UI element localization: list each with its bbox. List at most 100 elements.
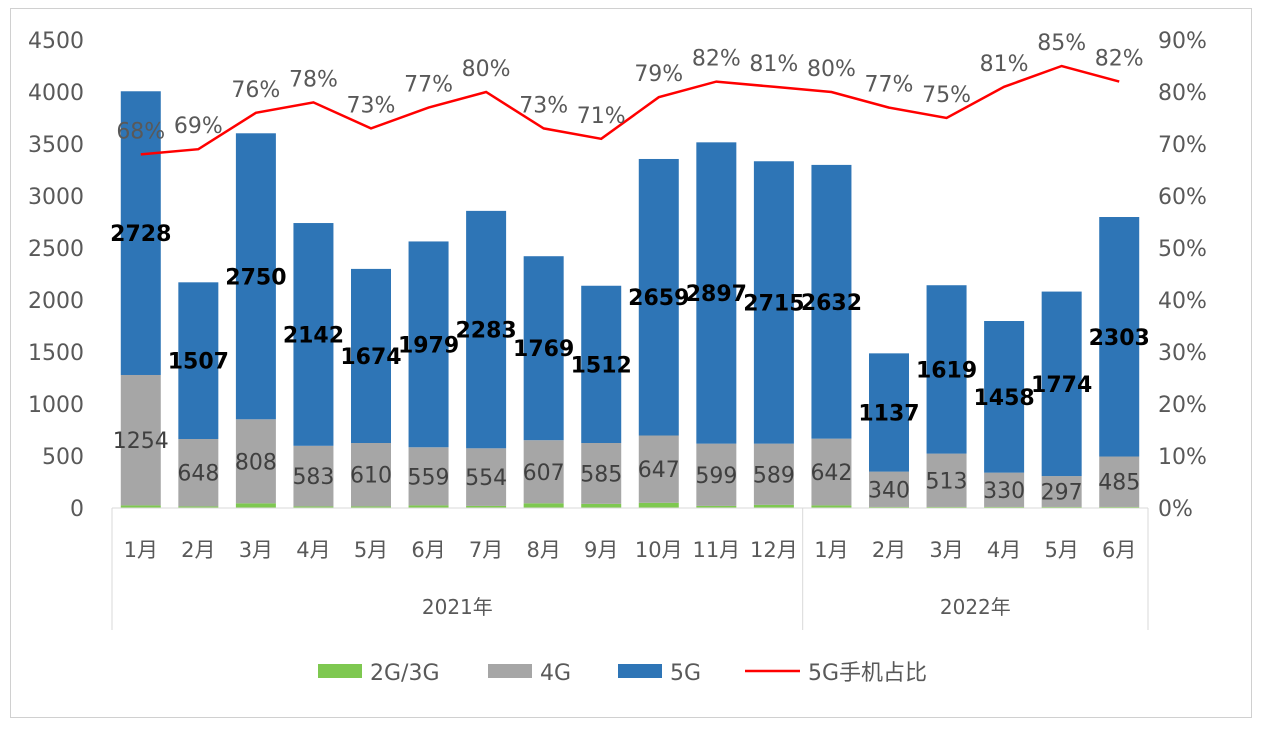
data-label-share: 71%: [577, 104, 626, 129]
right-tick-label: 90%: [1158, 29, 1207, 54]
data-label-share: 77%: [865, 73, 914, 98]
bar-5G: [1099, 217, 1140, 457]
category-label: 2月: [872, 538, 906, 562]
data-label-5g: 2750: [225, 265, 286, 290]
bar-2G/3G: [696, 505, 737, 508]
data-label-4g: 330: [983, 479, 1025, 504]
category-label: 3月: [239, 538, 273, 562]
group-label: 2022年: [940, 595, 1011, 619]
legend-swatch: [618, 664, 662, 678]
category-label: 6月: [411, 538, 445, 562]
data-label-4g: 589: [753, 463, 795, 488]
data-label-5g: 2728: [110, 222, 171, 247]
bar-5G: [120, 91, 161, 375]
left-tick-label: 1000: [28, 393, 84, 418]
category-label: 11月: [692, 538, 740, 562]
bar-4G: [178, 439, 219, 507]
bar-5G: [293, 223, 334, 446]
left-tick-label: 4500: [28, 29, 84, 54]
data-label-share: 75%: [922, 83, 971, 108]
legend-label: 5G手机占比: [808, 661, 927, 686]
category-label: 8月: [526, 538, 560, 562]
category-label: 1月: [124, 538, 158, 562]
data-label-4g: 808: [235, 450, 277, 475]
category-label: 7月: [469, 538, 503, 562]
bar-5G: [638, 158, 679, 436]
category-label: 2月: [181, 538, 215, 562]
bar-5G: [926, 285, 967, 454]
category-label: 3月: [929, 538, 963, 562]
bar-5G: [753, 161, 794, 444]
data-label-4g: 599: [695, 464, 737, 489]
data-label-share: 82%: [1095, 47, 1144, 72]
data-label-share: 73%: [519, 93, 568, 118]
data-label-4g: 610: [350, 464, 392, 489]
data-label-share: 79%: [634, 62, 683, 87]
line-5g-share: [140, 64, 1120, 156]
data-label-5g: 1774: [1031, 373, 1092, 398]
category-label: 5月: [1044, 538, 1078, 562]
bar-2G/3G: [638, 502, 679, 508]
data-label-4g: 648: [177, 462, 219, 487]
bar-2G/3G: [408, 505, 449, 508]
group-label: 2021年: [422, 595, 493, 619]
data-label-5g: 1512: [571, 353, 632, 378]
bar-4G: [926, 453, 967, 507]
bar-4G: [638, 435, 679, 503]
data-label-4g: 583: [292, 465, 334, 490]
category-label: 12月: [750, 538, 798, 562]
bar-2G/3G: [1099, 506, 1140, 508]
bar-5G: [869, 353, 909, 472]
data-label-5g: 2142: [283, 323, 344, 348]
right-tick-label: 70%: [1158, 133, 1207, 158]
left-tick-label: 2500: [28, 237, 84, 262]
data-label-5g: 1458: [973, 386, 1034, 411]
right-tick-label: 60%: [1158, 185, 1207, 210]
bar-4G: [408, 447, 449, 506]
bar-2G/3G: [926, 506, 967, 508]
bar-5G: [235, 133, 276, 420]
bar-5G: [466, 210, 507, 449]
bar-4G: [351, 443, 391, 507]
bar-4G: [1099, 456, 1140, 507]
bar-2G/3G: [811, 505, 852, 508]
right-tick-label: 40%: [1158, 289, 1207, 314]
data-label-5g: 1137: [858, 401, 919, 426]
bar-5G: [984, 321, 1025, 473]
data-label-share: 77%: [404, 73, 453, 98]
right-tick-label: 50%: [1158, 237, 1207, 262]
data-label-share: 69%: [174, 114, 223, 139]
data-label-share: 81%: [980, 52, 1029, 77]
data-label-share: 85%: [1037, 31, 1086, 56]
data-label-5g: 1979: [398, 333, 459, 358]
data-label-5g: 1674: [340, 345, 401, 370]
legend-label: 5G: [670, 661, 701, 686]
data-label-share: 68%: [116, 119, 165, 144]
bar-5G: [351, 268, 391, 443]
data-label-5g: 2897: [686, 282, 747, 307]
bar-4G: [466, 448, 507, 506]
data-label-4g: 585: [580, 462, 622, 487]
data-label-5g: 2659: [628, 286, 689, 311]
legend-label: 2G/3G: [370, 661, 440, 686]
bar-5G: [178, 282, 219, 440]
legend-label: 4G: [540, 661, 571, 686]
right-tick-label: 20%: [1158, 393, 1207, 418]
bar-2G/3G: [753, 504, 794, 508]
bar-2G/3G: [293, 506, 334, 508]
data-label-4g: 340: [868, 478, 910, 503]
left-tick-label: 4000: [28, 81, 84, 106]
data-label-4g: 485: [1098, 471, 1140, 496]
data-label-4g: 559: [408, 465, 450, 490]
left-tick-label: 2000: [28, 289, 84, 314]
bar-4G: [235, 419, 276, 504]
bar-4G: [293, 445, 334, 507]
category-label: 1月: [814, 538, 848, 562]
data-label-share: 80%: [462, 57, 511, 82]
category-label: 5月: [354, 538, 388, 562]
bar-2G/3G: [1041, 506, 1082, 508]
bar-2G/3G: [466, 505, 507, 508]
bar-4G: [120, 374, 161, 506]
data-label-5g: 2715: [743, 291, 804, 316]
bar-2G/3G: [869, 506, 909, 508]
